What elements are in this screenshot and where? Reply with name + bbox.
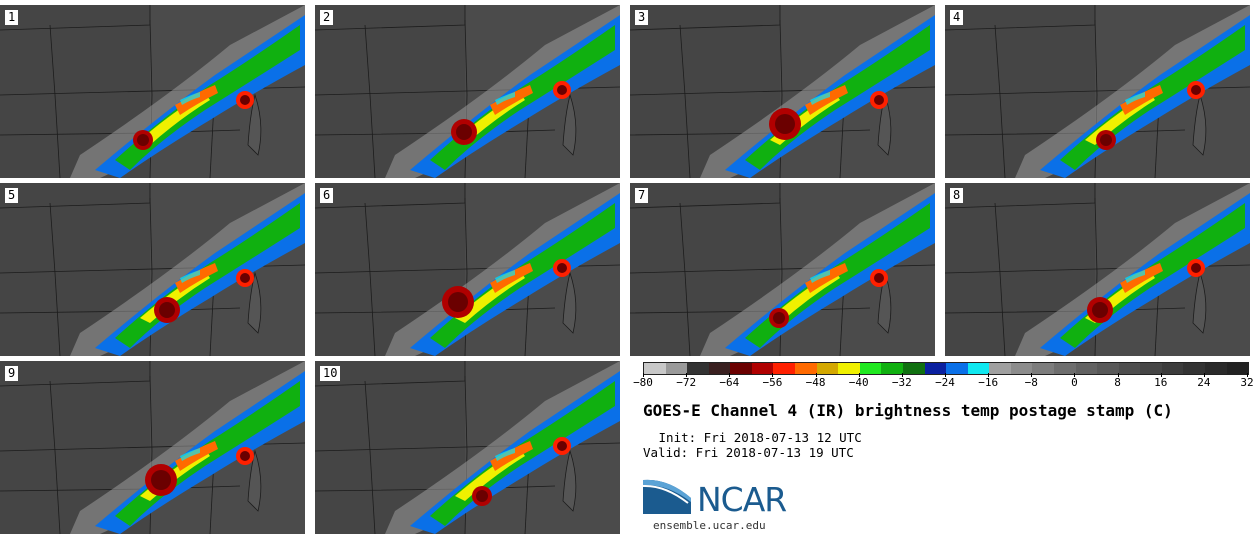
panel-number: 10 bbox=[320, 366, 341, 381]
colorbar-swatch bbox=[795, 363, 817, 374]
ir-satellite-map bbox=[630, 183, 935, 356]
colorbar-tickmarks bbox=[643, 373, 1248, 377]
colorbar-tick-mark bbox=[1117, 373, 1119, 377]
colorbar-swatch bbox=[1161, 363, 1184, 374]
stamp-panel-8: 8 bbox=[945, 183, 1250, 356]
colorbar-swatch bbox=[859, 363, 882, 374]
colorbar bbox=[643, 362, 1249, 375]
panel-number: 4 bbox=[950, 10, 964, 25]
colorbar-tick-mark bbox=[901, 373, 903, 377]
colorbar-tick-mark bbox=[815, 373, 817, 377]
panel-number: 8 bbox=[950, 188, 964, 203]
ir-satellite-map bbox=[630, 5, 935, 178]
colorbar-tick-label: −64 bbox=[719, 376, 740, 389]
ncar-logo-icon bbox=[643, 479, 691, 514]
init-time: Init: Fri 2018-07-13 12 UTC bbox=[651, 430, 862, 445]
stamp-panel-9: 9 bbox=[0, 361, 305, 534]
colorbar-tick-label: −8 bbox=[1024, 376, 1038, 389]
stamp-panel-10: 10 bbox=[315, 361, 620, 534]
colorbar-swatch bbox=[989, 363, 1011, 374]
panel-number: 7 bbox=[635, 188, 649, 203]
colorbar-swatch bbox=[1010, 363, 1033, 374]
colorbar-tick-mark bbox=[945, 373, 946, 377]
colorbar-tick-mark bbox=[1203, 373, 1205, 377]
ir-satellite-map bbox=[0, 5, 305, 178]
colorbar-tick-mark bbox=[858, 373, 860, 377]
colorbar-swatch bbox=[1097, 363, 1119, 374]
colorbar-swatch bbox=[1075, 363, 1098, 374]
colorbar-tick-label: 0 bbox=[1071, 376, 1078, 389]
figure-title: GOES-E Channel 4 (IR) brightness temp po… bbox=[643, 401, 1173, 420]
stamp-panel-6: 6 bbox=[315, 183, 620, 356]
colorbar-swatch bbox=[1140, 363, 1162, 374]
colorbar-tick-label: −16 bbox=[978, 376, 999, 389]
colorbar-tick-label: −24 bbox=[935, 376, 955, 389]
stamp-panel-3: 3 bbox=[630, 5, 935, 178]
colorbar-swatch bbox=[1118, 363, 1141, 374]
ir-satellite-map bbox=[0, 361, 305, 534]
colorbar-swatch bbox=[967, 363, 990, 374]
panel-number: 3 bbox=[635, 10, 649, 25]
stamp-panel-4: 4 bbox=[945, 5, 1250, 178]
colorbar-tick-mark bbox=[1074, 373, 1076, 377]
panel-number: 6 bbox=[320, 188, 334, 203]
colorbar-tick-label: 24 bbox=[1197, 376, 1211, 389]
valid-time: Valid: Fri 2018-07-13 19 UTC bbox=[643, 445, 854, 460]
panel-number: 5 bbox=[5, 188, 19, 203]
colorbar-swatch bbox=[1053, 363, 1076, 374]
colorbar-swatch bbox=[751, 363, 774, 374]
colorbar-swatch bbox=[1205, 363, 1227, 374]
colorbar-tick-mark bbox=[772, 373, 774, 377]
colorbar-tick-mark bbox=[1160, 373, 1162, 377]
stamp-panel-1: 1 bbox=[0, 5, 305, 178]
colorbar-tick-label: −48 bbox=[805, 376, 826, 389]
colorbar-tick-label: −72 bbox=[676, 376, 697, 389]
colorbar-tick-mark bbox=[643, 373, 644, 377]
site-url: ensemble.ucar.edu bbox=[653, 519, 766, 532]
colorbar-swatch bbox=[1032, 363, 1054, 374]
colorbar-ticks: −80 −72 −64 −56 −48 −40 −32 −24 −16 −8 0 8 16 24 32 bbox=[633, 376, 1254, 390]
colorbar-tick-mark bbox=[1031, 373, 1033, 377]
colorbar-swatch bbox=[644, 363, 666, 374]
colorbar-tick-label: −40 bbox=[848, 376, 869, 389]
stamp-panel-5: 5 bbox=[0, 183, 305, 356]
colorbar-swatch bbox=[1183, 363, 1206, 374]
colorbar-swatch bbox=[881, 363, 903, 374]
stamp-panel-7: 7 bbox=[630, 183, 935, 356]
colorbar-swatch bbox=[946, 363, 968, 374]
ir-satellite-map bbox=[315, 183, 620, 356]
colorbar-swatch bbox=[816, 363, 839, 374]
colorbar-tick-label: −80 bbox=[633, 376, 653, 389]
colorbar-swatch bbox=[730, 363, 752, 374]
colorbar-swatch bbox=[902, 363, 925, 374]
ir-satellite-map bbox=[315, 5, 620, 178]
colorbar-tick-label: 32 bbox=[1240, 376, 1254, 389]
ir-satellite-map bbox=[945, 183, 1250, 356]
colorbar-swatch bbox=[924, 363, 947, 374]
ir-satellite-map bbox=[315, 361, 620, 534]
colorbar-tick-label: 8 bbox=[1114, 376, 1121, 389]
colorbar-swatch bbox=[687, 363, 709, 374]
panel-number: 9 bbox=[5, 366, 19, 381]
colorbar-tick-label: −56 bbox=[762, 376, 783, 389]
colorbar-tick-mark bbox=[1247, 373, 1248, 377]
colorbar-swatch bbox=[665, 363, 688, 374]
stamp-panel-2: 2 bbox=[315, 5, 620, 178]
colorbar-swatch bbox=[708, 363, 731, 374]
panel-number: 1 bbox=[5, 10, 19, 25]
ir-satellite-map bbox=[945, 5, 1250, 178]
colorbar-swatch bbox=[773, 363, 796, 374]
ncar-logo-text: NCAR bbox=[697, 480, 787, 519]
colorbar-tick-mark bbox=[686, 373, 688, 377]
colorbar-tick-mark bbox=[729, 373, 731, 377]
colorbar-tick-label: −32 bbox=[891, 376, 912, 389]
panel-number: 2 bbox=[320, 10, 334, 25]
colorbar-tick-mark bbox=[988, 373, 990, 377]
colorbar-swatch bbox=[838, 363, 860, 374]
ir-satellite-map bbox=[0, 183, 305, 356]
colorbar-tick-label: 16 bbox=[1154, 376, 1168, 389]
colorbar-swatch bbox=[1226, 363, 1249, 374]
